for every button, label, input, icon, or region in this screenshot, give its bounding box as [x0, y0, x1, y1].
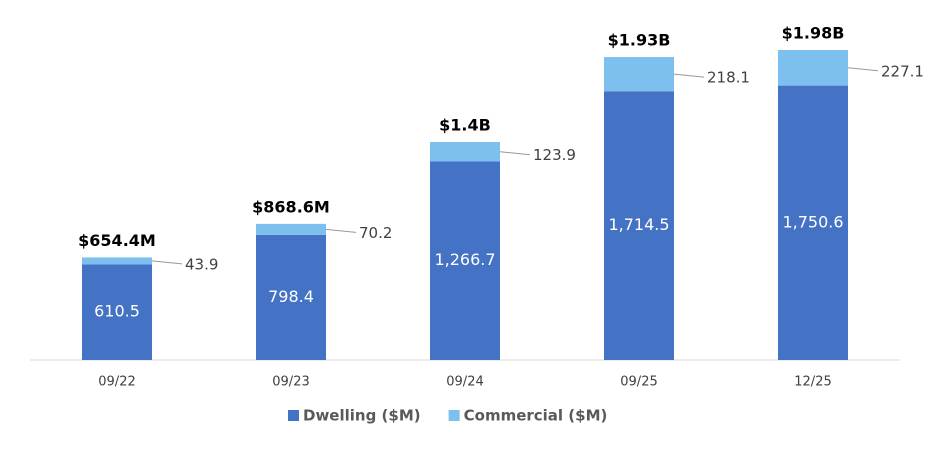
bar-segment [778, 85, 848, 360]
value-label: 70.2 [359, 224, 392, 242]
value-label: 1,266.7 [434, 250, 495, 269]
x-tick-label: 09/22 [98, 375, 135, 390]
legend-swatch [448, 410, 460, 421]
legend-label: Commercial ($M) [464, 407, 608, 425]
x-tick-label: 09/23 [272, 375, 309, 390]
leader-line [499, 151, 531, 156]
value-label: 218.1 [707, 69, 750, 87]
value-label: 798.4 [268, 287, 314, 306]
bar-segment [256, 223, 326, 235]
x-tick-label: 09/24 [446, 375, 483, 390]
value-label: 43.9 [185, 255, 218, 273]
bar-segment [82, 264, 152, 360]
leader-line [325, 228, 357, 233]
bar-segment [604, 91, 674, 360]
legend-label: Dwelling ($M) [303, 407, 421, 425]
x-tick-label: 09/25 [620, 375, 657, 390]
leader-line [847, 67, 879, 72]
leader-line [673, 73, 705, 78]
total-label: $868.6M [252, 197, 330, 216]
value-label: 610.5 [94, 302, 140, 321]
value-label: 1,714.5 [608, 215, 669, 234]
total-label: $1.4B [439, 116, 491, 135]
bar-segment [82, 257, 152, 265]
bar-segment [430, 161, 500, 360]
value-label: 123.9 [533, 146, 576, 164]
legend-swatch [288, 410, 299, 421]
value-label: 227.1 [881, 62, 924, 80]
total-label: $654.4M [78, 231, 156, 250]
bar-segment [430, 142, 500, 162]
x-tick-label: 12/25 [794, 375, 831, 390]
value-label: 1,750.6 [782, 212, 843, 231]
total-label: $1.93B [608, 31, 671, 50]
bar-segment [778, 50, 848, 86]
leader-line [151, 260, 183, 265]
bar-segment [604, 57, 674, 92]
total-label: $1.98B [782, 24, 845, 43]
bar-segment [256, 234, 326, 360]
